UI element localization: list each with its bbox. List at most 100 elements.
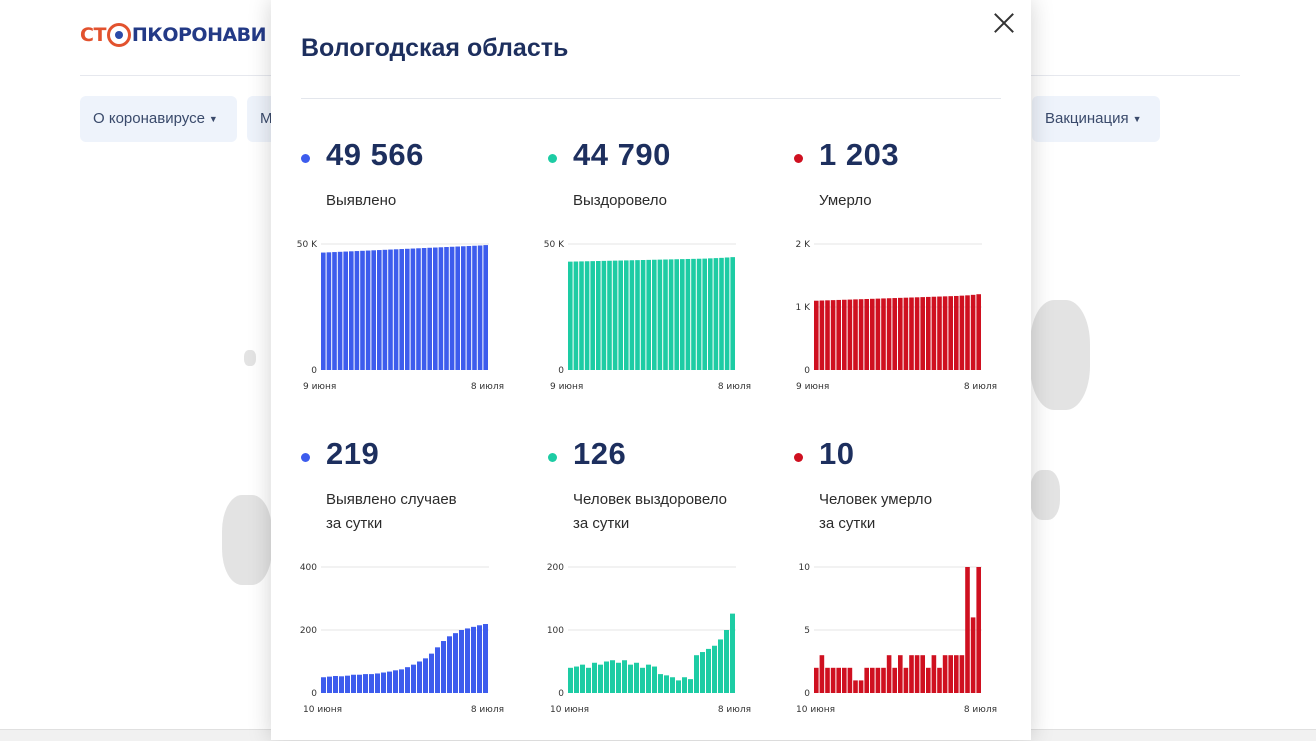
x-tick-label-start: 10 июня bbox=[303, 705, 342, 715]
bar bbox=[664, 675, 669, 693]
bar bbox=[903, 297, 909, 370]
map-fragment bbox=[1030, 300, 1090, 410]
bar bbox=[387, 671, 392, 693]
bar bbox=[886, 298, 892, 370]
y-tick-label: 0 bbox=[558, 689, 564, 699]
y-tick-label: 50 K bbox=[544, 240, 565, 250]
modal-title: Вологодская область bbox=[301, 34, 569, 62]
virus-icon bbox=[106, 23, 131, 47]
nav-about-coronavirus[interactable]: О коронавирусе ▼ bbox=[80, 96, 237, 142]
caret-down-icon: ▼ bbox=[208, 114, 218, 125]
bar bbox=[696, 258, 702, 370]
logo-text-part1: СТ bbox=[80, 24, 106, 46]
nav-vaccination[interactable]: Вакцинация ▼ bbox=[1032, 96, 1160, 142]
y-tick-label: 50 K bbox=[297, 240, 318, 250]
bar bbox=[814, 300, 819, 370]
bar bbox=[421, 248, 427, 370]
bar bbox=[333, 675, 338, 693]
bar bbox=[590, 261, 595, 370]
bar bbox=[640, 667, 645, 693]
bar bbox=[429, 653, 434, 694]
x-tick-label-end: 8 июля bbox=[964, 705, 997, 715]
nav-label: Вакцинация bbox=[1045, 110, 1129, 127]
bar bbox=[937, 296, 942, 370]
bar bbox=[870, 667, 875, 693]
bar bbox=[483, 624, 488, 693]
bar bbox=[438, 247, 444, 370]
chart-detected-total: 50 K 0 9 июня 8 июля bbox=[297, 240, 504, 392]
bar bbox=[337, 251, 343, 370]
bar bbox=[914, 655, 920, 693]
bar bbox=[579, 261, 584, 370]
bar bbox=[836, 299, 841, 370]
bar bbox=[685, 258, 691, 370]
bar bbox=[369, 674, 374, 693]
bar bbox=[652, 666, 657, 693]
bar bbox=[702, 258, 707, 370]
bar bbox=[842, 299, 847, 370]
bullet-dot-icon bbox=[548, 453, 557, 462]
bar bbox=[574, 666, 579, 693]
site-logo[interactable]: СТ ПКОРОНАВИ bbox=[80, 20, 267, 50]
bar bbox=[596, 261, 601, 370]
nav-label: О коронавирусе bbox=[93, 110, 205, 127]
bar bbox=[455, 246, 460, 370]
bar bbox=[326, 252, 332, 370]
bar bbox=[646, 259, 651, 370]
bar bbox=[881, 667, 886, 693]
chart-deaths-daily: 10 5 0 10 июня 8 июля bbox=[796, 563, 997, 715]
bar bbox=[427, 247, 432, 370]
bar bbox=[441, 641, 446, 693]
bar bbox=[870, 298, 875, 370]
bar bbox=[954, 295, 959, 370]
bar bbox=[592, 662, 597, 693]
stat-value: 219 bbox=[326, 436, 380, 471]
bar bbox=[399, 669, 404, 694]
bullet-dot-icon bbox=[548, 154, 557, 163]
bar bbox=[657, 259, 663, 370]
bar bbox=[898, 297, 903, 370]
map-fragment bbox=[244, 350, 256, 366]
bar bbox=[875, 667, 881, 693]
bar bbox=[584, 261, 590, 370]
bar bbox=[712, 645, 717, 693]
region-modal: Вологодская область 49 566 Выявлено 50 K… bbox=[271, 0, 1031, 740]
bar bbox=[423, 658, 428, 693]
bar bbox=[658, 674, 663, 693]
x-tick-label-start: 10 июня bbox=[796, 705, 835, 715]
y-tick-label: 0 bbox=[558, 366, 564, 376]
logo-text-part2: ПКОРОНАВИ bbox=[131, 24, 267, 46]
bar bbox=[646, 664, 651, 693]
bar bbox=[959, 295, 965, 370]
bar bbox=[730, 257, 735, 370]
stat-value: 44 790 bbox=[573, 137, 671, 172]
bar bbox=[377, 250, 382, 370]
bar bbox=[405, 667, 410, 693]
x-tick-label-end: 8 июля bbox=[471, 705, 504, 715]
y-tick-label: 0 bbox=[311, 689, 317, 699]
bar bbox=[345, 675, 350, 693]
bar bbox=[719, 257, 724, 370]
y-tick-label: 100 bbox=[547, 626, 564, 636]
bar bbox=[853, 680, 858, 693]
bar bbox=[351, 674, 356, 693]
bar bbox=[444, 247, 449, 370]
bar bbox=[453, 633, 458, 693]
bar bbox=[628, 664, 633, 693]
bar bbox=[461, 246, 466, 370]
x-tick-label-start: 9 июня bbox=[303, 382, 336, 392]
bar bbox=[875, 298, 881, 370]
close-icon[interactable] bbox=[991, 10, 1017, 36]
bar bbox=[640, 260, 646, 370]
bar bbox=[909, 655, 914, 693]
bar bbox=[622, 660, 627, 693]
bar bbox=[847, 667, 853, 693]
bar bbox=[682, 677, 687, 693]
bar bbox=[321, 252, 326, 370]
bar bbox=[416, 248, 421, 370]
bar bbox=[598, 664, 603, 693]
bar bbox=[847, 299, 853, 370]
bar bbox=[853, 299, 858, 370]
bar bbox=[327, 676, 332, 693]
bar bbox=[730, 613, 735, 693]
